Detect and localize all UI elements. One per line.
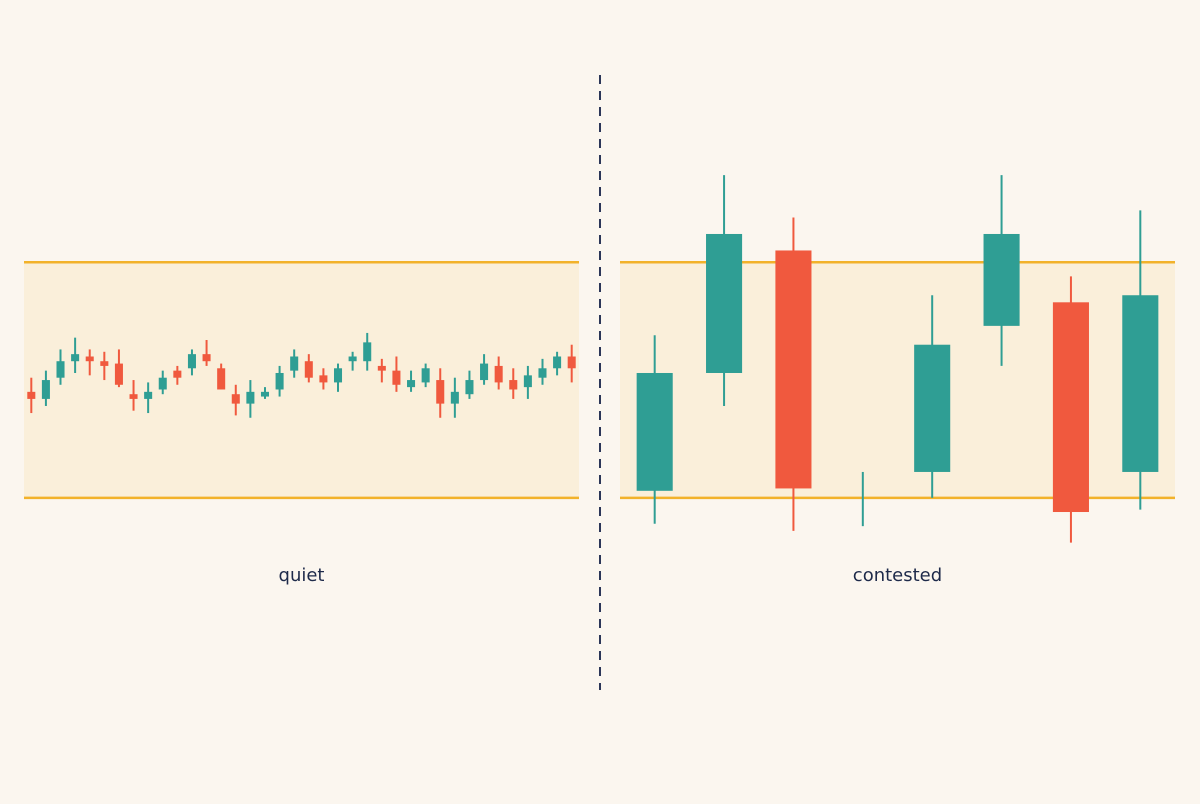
- candle-body: [56, 361, 65, 378]
- candle-body: [173, 370, 182, 378]
- candle-body: [187, 354, 196, 369]
- candle-body: [41, 380, 50, 399]
- candle-body: [27, 391, 36, 399]
- candle-body: [494, 365, 503, 383]
- candle-body: [523, 375, 532, 388]
- candle-body: [421, 368, 430, 383]
- candle-body: [567, 356, 576, 369]
- candle-body: [914, 344, 951, 472]
- candle-body: [407, 380, 416, 388]
- candle-body: [775, 250, 812, 489]
- panel-label: quiet: [279, 565, 325, 586]
- candle-body: [377, 365, 386, 371]
- candle-body: [202, 354, 211, 362]
- candle-body: [217, 368, 226, 390]
- candle-body: [290, 356, 299, 371]
- candle-body: [158, 377, 167, 390]
- candle-body: [363, 342, 372, 362]
- band-area: [620, 262, 1175, 498]
- candle-body: [1122, 295, 1159, 472]
- candle-body: [275, 372, 284, 390]
- candle-body: [983, 233, 1020, 326]
- candle-body: [333, 368, 343, 383]
- candle-body: [114, 363, 123, 385]
- candle-body: [348, 356, 357, 362]
- candle-body: [260, 391, 270, 397]
- candle-body: [450, 391, 459, 404]
- candle-body: [480, 363, 489, 381]
- candle-body: [706, 233, 743, 373]
- candle-body: [100, 361, 109, 366]
- candle-body: [392, 370, 401, 385]
- candle-body: [436, 380, 445, 404]
- panel-label: contested: [853, 565, 942, 586]
- candle-body: [231, 394, 240, 404]
- candle-body: [553, 356, 562, 369]
- candle-body: [465, 380, 474, 395]
- candle-body: [85, 356, 94, 362]
- candle-body: [319, 375, 328, 383]
- candle-body: [71, 354, 80, 362]
- candle-body: [509, 380, 518, 390]
- candle-body: [246, 391, 255, 404]
- candle-body: [304, 361, 313, 378]
- candle-body: [538, 368, 547, 378]
- candle-body: [636, 372, 673, 491]
- candle-body: [144, 391, 153, 399]
- candle-body: [129, 394, 138, 399]
- candle-body: [1052, 302, 1089, 513]
